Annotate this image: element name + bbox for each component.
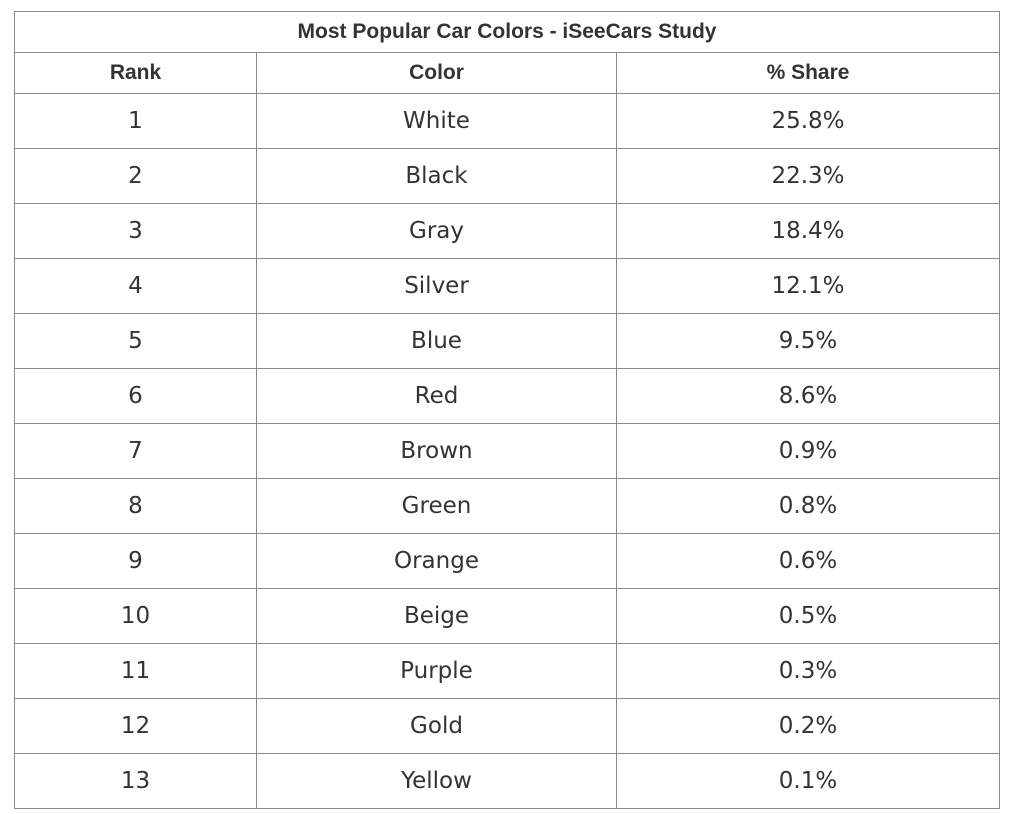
- color-cell: Green: [256, 478, 617, 534]
- color-cell: Gray: [256, 203, 617, 259]
- table-row: 5 Blue 9.5%: [14, 313, 1001, 369]
- color-cell: Black: [256, 148, 617, 204]
- color-cell: Silver: [256, 258, 617, 314]
- color-cell: Purple: [256, 643, 617, 699]
- rank-cell: 6: [14, 368, 257, 424]
- share-cell: 0.9%: [615, 423, 1001, 479]
- rank-cell: 7: [14, 423, 257, 479]
- rank-cell: 10: [14, 588, 257, 644]
- color-cell: Yellow: [256, 753, 617, 809]
- table-row: 12 Gold 0.2%: [14, 698, 1001, 754]
- color-cell: Blue: [256, 313, 617, 369]
- rank-cell: 2: [14, 148, 257, 204]
- table-row: 4 Silver 12.1%: [14, 258, 1001, 314]
- table-row: 9 Orange 0.6%: [14, 533, 1001, 589]
- column-header-share: % Share: [615, 52, 1001, 94]
- color-cell: Gold: [256, 698, 617, 754]
- share-cell: 18.4%: [615, 203, 1001, 259]
- share-cell: 0.8%: [615, 478, 1001, 534]
- rank-cell: 12: [14, 698, 257, 754]
- table-row: 3 Gray 18.4%: [14, 203, 1001, 259]
- table-row: 6 Red 8.6%: [14, 368, 1001, 424]
- table-row: 7 Brown 0.9%: [14, 423, 1001, 479]
- rank-cell: 11: [14, 643, 257, 699]
- share-cell: 0.5%: [615, 588, 1001, 644]
- rank-cell: 4: [14, 258, 257, 314]
- rank-cell: 1: [14, 93, 257, 149]
- share-cell: 9.5%: [615, 313, 1001, 369]
- table-header-row: Rank Color % Share: [14, 52, 1001, 94]
- table-row: 11 Purple 0.3%: [14, 643, 1001, 699]
- share-cell: 0.1%: [615, 753, 1001, 809]
- table-row: 1 White 25.8%: [14, 93, 1001, 149]
- table-row: 8 Green 0.8%: [14, 478, 1001, 534]
- rank-cell: 5: [14, 313, 257, 369]
- rank-cell: 13: [14, 753, 257, 809]
- share-cell: 22.3%: [615, 148, 1001, 204]
- table-row: 10 Beige 0.5%: [14, 588, 1001, 644]
- rank-cell: 3: [14, 203, 257, 259]
- rank-cell: 8: [14, 478, 257, 534]
- share-cell: 25.8%: [615, 93, 1001, 149]
- color-cell: Brown: [256, 423, 617, 479]
- color-cell: Orange: [256, 533, 617, 589]
- table-row: 13 Yellow 0.1%: [14, 753, 1001, 809]
- share-cell: 0.2%: [615, 698, 1001, 754]
- color-cell: White: [256, 93, 617, 149]
- column-header-color: Color: [256, 52, 617, 94]
- color-cell: Beige: [256, 588, 617, 644]
- car-colors-table: Most Popular Car Colors - iSeeCars Study…: [13, 11, 1001, 809]
- table-row: 2 Black 22.3%: [14, 148, 1001, 204]
- rank-cell: 9: [14, 533, 257, 589]
- table-title: Most Popular Car Colors - iSeeCars Study: [13, 11, 1001, 53]
- share-cell: 12.1%: [615, 258, 1001, 314]
- table-title-row: Most Popular Car Colors - iSeeCars Study: [13, 11, 1001, 53]
- share-cell: 8.6%: [615, 368, 1001, 424]
- share-cell: 0.3%: [615, 643, 1001, 699]
- column-header-rank: Rank: [14, 52, 257, 94]
- color-cell: Red: [256, 368, 617, 424]
- table-body: 1 White 25.8% 2 Black 22.3% 3 Gray 18.4% 4 Silver 1…: [14, 93, 1001, 809]
- share-cell: 0.6%: [615, 533, 1001, 589]
